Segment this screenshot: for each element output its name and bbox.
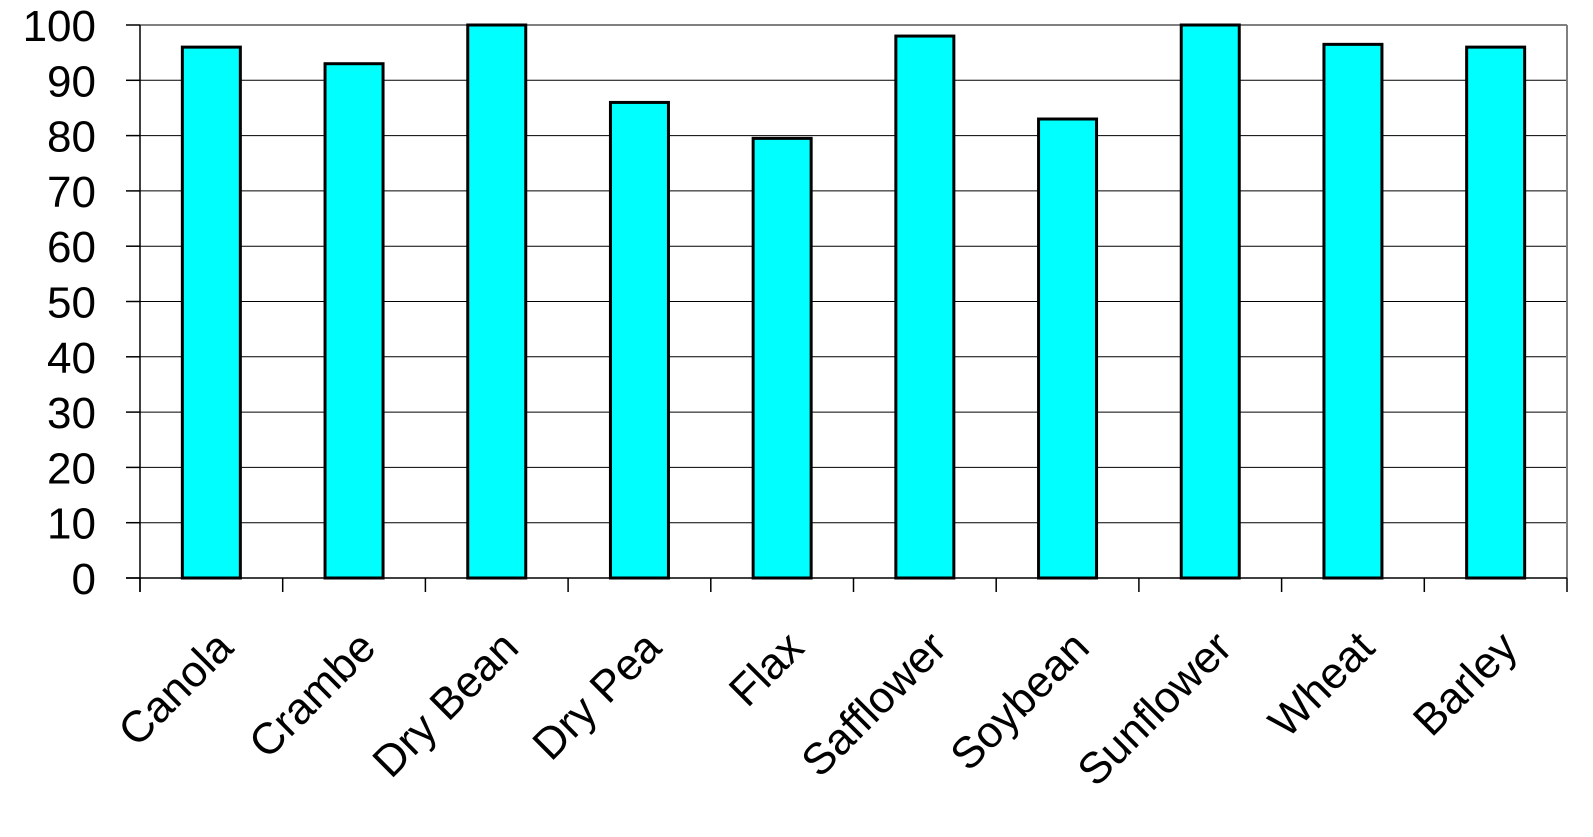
- x-category-label: Safflower: [792, 622, 956, 786]
- bar-soybean: [1037, 117, 1099, 580]
- axes: [126, 24, 1568, 592]
- y-tick-label: 60: [47, 223, 96, 272]
- y-tick-label: 100: [23, 2, 96, 51]
- y-tick-label: 40: [47, 334, 96, 383]
- y-tick-label: 30: [47, 389, 96, 438]
- x-category-label: Dry Bean: [363, 622, 527, 786]
- x-category-label: Crambe: [240, 622, 385, 767]
- bar-dry-bean: [466, 23, 528, 580]
- bar-dry-pea: [608, 100, 670, 580]
- bar-wheat: [1322, 42, 1384, 580]
- y-tick-label: 90: [47, 57, 96, 106]
- x-category-label: Wheat: [1259, 622, 1384, 747]
- x-category-label: Sunflower: [1068, 622, 1241, 795]
- y-tick-label: 20: [47, 444, 96, 493]
- x-category-label: Flax: [720, 622, 813, 715]
- x-category-label: Canola: [109, 622, 243, 756]
- y-tick-label: 80: [47, 113, 96, 162]
- y-tick-label: 10: [47, 500, 96, 549]
- y-tick-label: 70: [47, 168, 96, 217]
- bar-safflower: [894, 34, 956, 580]
- x-category-label: Dry Pea: [523, 622, 670, 769]
- bar-flax: [751, 136, 813, 580]
- bar-barley: [1465, 45, 1527, 580]
- bars: [180, 23, 1527, 580]
- plot-frame: [140, 24, 1568, 578]
- y-tick-labels: 0 10 20 30 40 50 60 70 80 90 100: [23, 2, 96, 604]
- x-category-label: Barley: [1404, 622, 1527, 745]
- y-tick-label: 50: [47, 279, 96, 328]
- bar-sunflower: [1179, 23, 1241, 580]
- bar-canola: [180, 45, 242, 580]
- bar-crambe: [323, 62, 385, 580]
- y-tick-label: 0: [72, 555, 96, 604]
